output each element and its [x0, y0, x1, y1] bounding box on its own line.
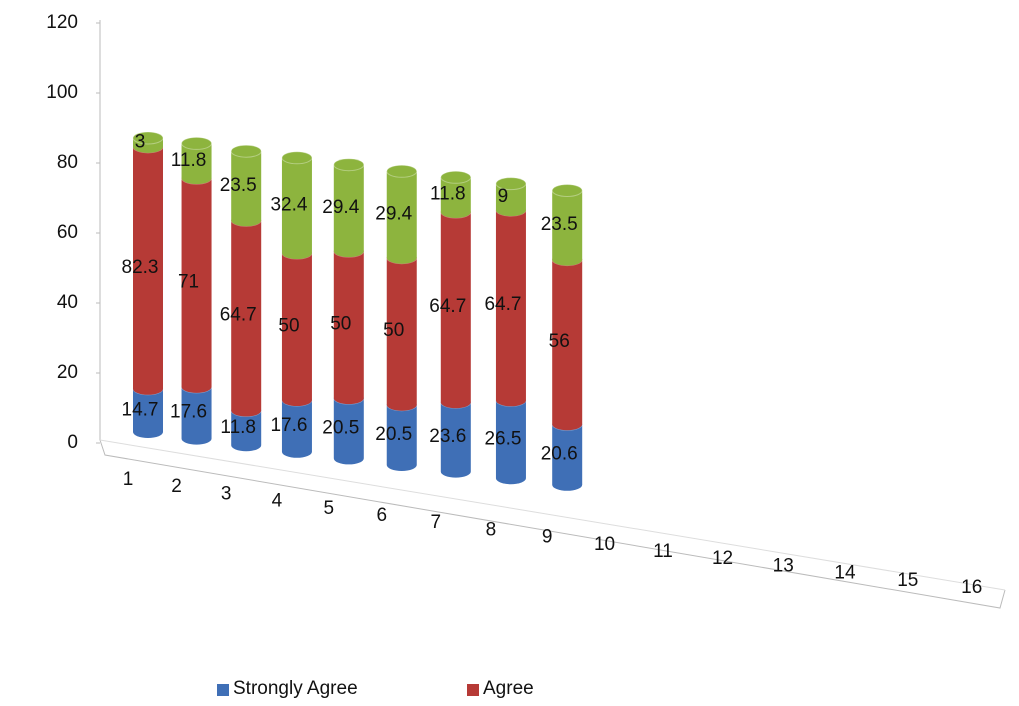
bar — [552, 259, 583, 431]
bar-top — [333, 158, 365, 172]
bar-top — [386, 164, 418, 178]
bar-top — [495, 177, 527, 191]
legend-swatch — [467, 684, 479, 696]
data-label: 50 — [278, 316, 299, 337]
data-label: 71 — [178, 272, 199, 293]
bar — [552, 190, 583, 266]
bar — [495, 400, 526, 485]
y-tick-label: 0 — [67, 432, 78, 453]
bar — [281, 157, 312, 260]
x-tick-label: 12 — [712, 548, 733, 569]
floor — [99, 20, 1006, 609]
bar — [440, 211, 471, 409]
y-tick-label: 80 — [57, 152, 78, 173]
bar — [333, 251, 364, 405]
bar — [281, 253, 312, 407]
data-label: 50 — [330, 314, 351, 335]
x-tick-label: 6 — [376, 505, 387, 526]
y-tick-label: 100 — [46, 82, 78, 103]
data-label: 64.7 — [484, 294, 521, 315]
x-tick-label: 2 — [171, 476, 182, 497]
y-tick-label: 60 — [57, 222, 78, 243]
data-label: 17.6 — [170, 402, 207, 423]
x-tick-label: 4 — [272, 491, 283, 512]
legend-swatch — [217, 684, 229, 696]
x-tick-label: 11 — [653, 541, 673, 562]
bar — [333, 398, 364, 465]
data-label: 32.4 — [270, 194, 307, 215]
data-label: 3 — [135, 131, 146, 152]
bar — [181, 143, 212, 185]
bar — [133, 146, 163, 395]
bar — [440, 177, 471, 218]
bar — [333, 164, 364, 258]
x-tick-label: 13 — [773, 555, 794, 576]
data-label: 56 — [549, 331, 570, 352]
bar — [181, 178, 212, 393]
bar — [440, 402, 471, 478]
data-label: 29.4 — [322, 197, 359, 218]
data-label: 20.5 — [322, 417, 359, 438]
bar-top — [440, 170, 472, 184]
bar-top — [551, 184, 583, 198]
y-tick-label: 20 — [57, 362, 78, 383]
x-tick-label: 14 — [834, 563, 856, 584]
data-label: 64.7 — [429, 296, 466, 317]
bar — [386, 171, 417, 264]
data-label: 50 — [383, 320, 404, 341]
x-tick-label: 3 — [221, 483, 232, 504]
data-label: 64.7 — [220, 304, 257, 325]
floor-edge — [99, 439, 1006, 609]
data-label: 82.3 — [122, 257, 159, 278]
bar-top — [230, 144, 262, 158]
data-label: 11.8 — [171, 150, 207, 171]
data-label: 23.5 — [220, 175, 257, 196]
data-label: 29.4 — [375, 204, 412, 225]
floor-back — [99, 439, 1006, 591]
x-tick-label: 10 — [594, 534, 615, 555]
bar — [281, 400, 312, 458]
x-tick-label: 1 — [123, 469, 134, 490]
data-label: 9 — [498, 186, 509, 207]
bar — [133, 388, 163, 438]
bar — [231, 151, 262, 227]
legend-label: Agree — [483, 678, 534, 699]
y-tick-label: 120 — [46, 12, 78, 33]
bar — [181, 386, 212, 445]
data-label: 23.6 — [429, 426, 466, 447]
data-label: 17.6 — [270, 415, 307, 436]
data-label: 26.5 — [484, 428, 521, 449]
x-tick-label: 8 — [486, 519, 497, 540]
y-tick-label: 40 — [57, 292, 78, 313]
bar-top — [132, 131, 164, 145]
x-tick-label: 5 — [324, 498, 335, 519]
x-tick-label: 7 — [431, 512, 442, 533]
data-label: 23.5 — [541, 214, 578, 235]
data-label: 20.5 — [375, 424, 412, 445]
data-label: 14.7 — [122, 399, 159, 420]
bar-top — [281, 151, 313, 165]
bar-top — [181, 136, 213, 150]
data-label: 20.6 — [541, 444, 578, 465]
legend-label: Strongly Agree — [233, 678, 358, 699]
x-tick-label: 16 — [961, 577, 982, 598]
x-tick-label: 9 — [542, 527, 553, 548]
bar — [386, 404, 417, 471]
data-label: 11.8 — [430, 184, 466, 205]
bar — [495, 183, 526, 217]
bar — [231, 410, 262, 452]
bar — [552, 424, 583, 491]
x-tick-label: 15 — [897, 570, 918, 591]
bar — [386, 257, 417, 411]
bar — [495, 210, 526, 407]
data-label: 11.8 — [220, 417, 256, 438]
bar — [231, 220, 262, 417]
